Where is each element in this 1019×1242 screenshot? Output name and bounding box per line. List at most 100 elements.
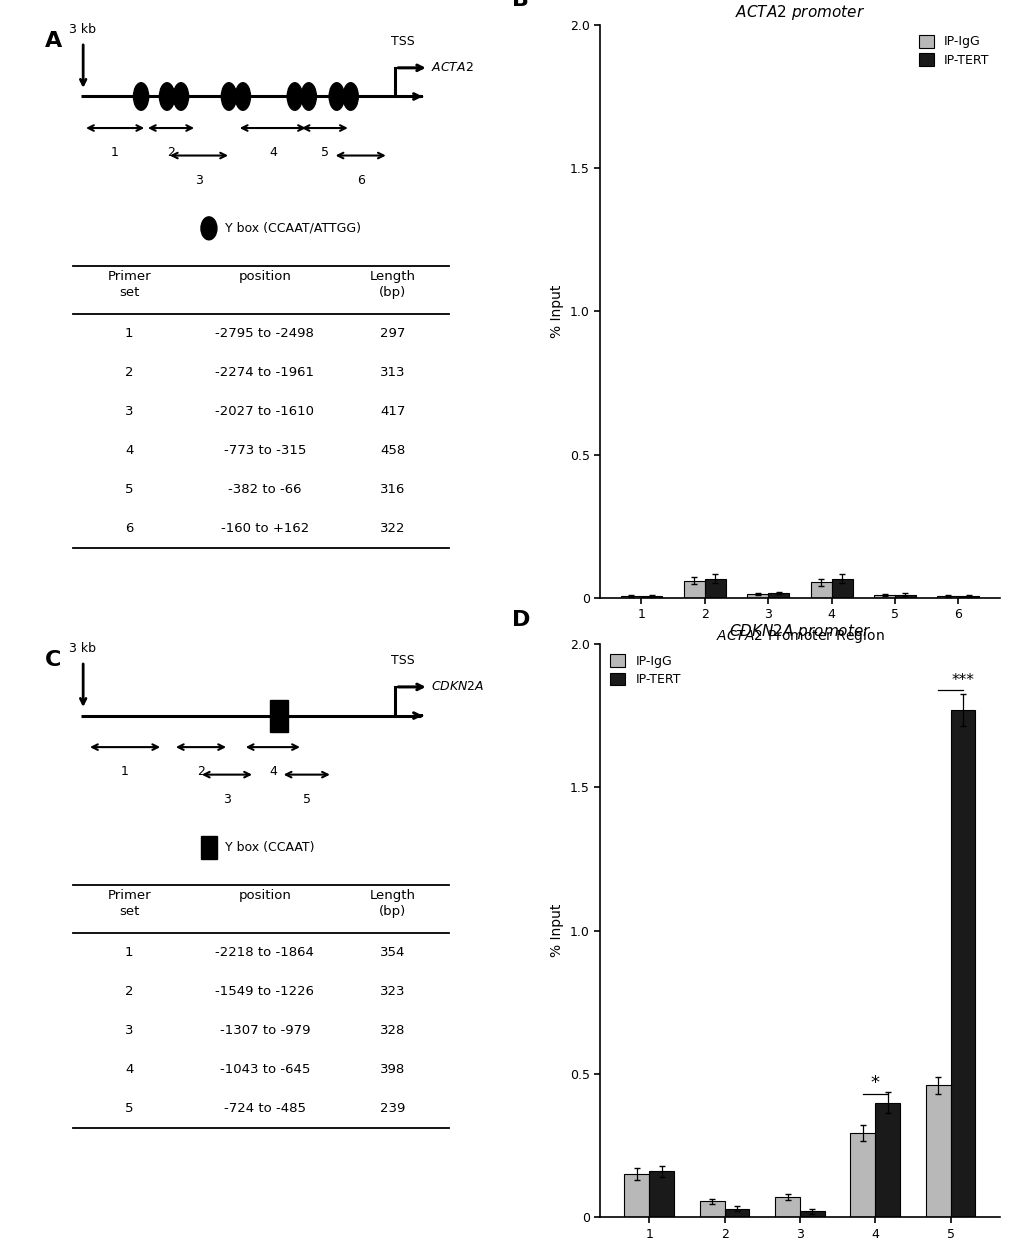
Text: -160 to +162: -160 to +162 (220, 522, 309, 535)
Bar (950, 710, 974, 1217)
Legend: IP-IgG, IP-TERT: IP-IgG, IP-TERT (606, 650, 684, 689)
Bar (201, 836, 217, 859)
Text: -773 to -315: -773 to -315 (223, 445, 306, 457)
Bar (799, 1211, 824, 1217)
Text: 5: 5 (320, 147, 328, 159)
Text: -2795 to -2498: -2795 to -2498 (215, 328, 314, 340)
Text: Length
(bp): Length (bp) (369, 889, 415, 918)
Text: 5: 5 (124, 1103, 133, 1115)
Text: 1: 1 (124, 946, 133, 959)
Text: 2: 2 (167, 147, 175, 159)
Bar (699, 1201, 723, 1217)
Text: -2274 to -1961: -2274 to -1961 (215, 366, 314, 379)
Bar (620, 596, 641, 599)
Ellipse shape (329, 83, 344, 111)
Text: Y box (CCAAT/ATTGG): Y box (CCAAT/ATTGG) (225, 222, 361, 235)
Bar (936, 596, 958, 599)
Bar (774, 1197, 799, 1217)
Bar (723, 1208, 749, 1217)
Text: 328: 328 (379, 1025, 405, 1037)
Text: B: B (512, 0, 529, 10)
Text: 4: 4 (269, 147, 276, 159)
Text: 458: 458 (380, 445, 405, 457)
Text: -2218 to -1864: -2218 to -1864 (215, 946, 314, 959)
Text: 4: 4 (269, 765, 276, 779)
Text: Primer
set: Primer set (107, 271, 151, 299)
Text: A: A (45, 31, 62, 51)
Bar (850, 1133, 874, 1217)
Text: Primer
set: Primer set (107, 889, 151, 918)
Ellipse shape (301, 83, 316, 111)
Text: 5: 5 (124, 483, 133, 497)
Text: -1549 to -1226: -1549 to -1226 (215, 985, 314, 999)
Text: 239: 239 (379, 1103, 405, 1115)
Text: Y box (CCAAT): Y box (CCAAT) (225, 841, 314, 854)
Text: 6: 6 (124, 522, 133, 535)
Title: $\mathit{ACTA2}$ promoter: $\mathit{ACTA2}$ promoter (734, 2, 864, 21)
Text: D: D (512, 610, 530, 630)
Text: 3 kb: 3 kb (69, 24, 96, 36)
Text: 4: 4 (124, 1063, 133, 1077)
Text: -1307 to -979: -1307 to -979 (219, 1025, 310, 1037)
Text: -2027 to -1610: -2027 to -1610 (215, 405, 314, 419)
Bar (767, 592, 789, 599)
Text: 323: 323 (379, 985, 405, 999)
Text: ***: *** (951, 673, 973, 688)
Bar (873, 595, 894, 599)
Ellipse shape (221, 83, 236, 111)
Text: -1043 to -645: -1043 to -645 (219, 1063, 310, 1077)
Text: 354: 354 (379, 946, 405, 959)
Text: 1: 1 (124, 328, 133, 340)
Text: 4: 4 (124, 445, 133, 457)
Text: -724 to -485: -724 to -485 (223, 1103, 306, 1115)
Text: 1: 1 (111, 147, 119, 159)
Bar (684, 581, 704, 599)
Bar (270, 699, 287, 732)
Text: TSS: TSS (390, 653, 414, 667)
Bar (649, 1171, 674, 1217)
Text: 322: 322 (379, 522, 405, 535)
Text: Length
(bp): Length (bp) (369, 271, 415, 299)
Bar (874, 1103, 899, 1217)
Ellipse shape (201, 217, 217, 240)
Text: 3: 3 (124, 405, 133, 419)
Ellipse shape (133, 83, 149, 111)
Text: 297: 297 (379, 328, 405, 340)
Ellipse shape (159, 83, 174, 111)
Bar (810, 582, 830, 599)
Text: 3: 3 (223, 792, 230, 806)
Text: -382 to -66: -382 to -66 (228, 483, 302, 497)
Text: 313: 313 (379, 366, 405, 379)
Text: 3 kb: 3 kb (69, 642, 96, 656)
Text: 316: 316 (379, 483, 405, 497)
Text: $\mathit{ACTA2}$: $\mathit{ACTA2}$ (430, 61, 473, 75)
Bar (894, 595, 915, 599)
Text: position: position (238, 271, 291, 283)
Text: 3: 3 (124, 1025, 133, 1037)
Text: TSS: TSS (390, 35, 414, 47)
Text: 1: 1 (121, 765, 128, 779)
Text: 2: 2 (197, 765, 205, 779)
Bar (704, 579, 726, 599)
Text: 2: 2 (124, 985, 133, 999)
Ellipse shape (235, 83, 251, 111)
Text: 398: 398 (380, 1063, 405, 1077)
Legend: IP-IgG, IP-TERT: IP-IgG, IP-TERT (914, 31, 993, 71)
Ellipse shape (287, 83, 302, 111)
Bar (925, 1086, 950, 1217)
Text: 6: 6 (357, 174, 364, 186)
Text: 417: 417 (379, 405, 405, 419)
Text: $\mathit{CDKN2A}$: $\mathit{CDKN2A}$ (430, 681, 484, 693)
Text: *: * (870, 1074, 879, 1093)
X-axis label: $\mathit{ACTA2}$ Promoter Region: $\mathit{ACTA2}$ Promoter Region (715, 627, 883, 645)
Text: 3: 3 (195, 174, 203, 186)
Ellipse shape (173, 83, 189, 111)
Text: 2: 2 (124, 366, 133, 379)
Title: $\mathit{CDKN2A}$ promoter: $\mathit{CDKN2A}$ promoter (728, 621, 870, 641)
Bar (747, 594, 767, 599)
Bar (830, 579, 852, 599)
Text: 5: 5 (303, 792, 311, 806)
Text: position: position (238, 889, 291, 902)
Bar (624, 1174, 649, 1217)
Bar (641, 596, 661, 599)
